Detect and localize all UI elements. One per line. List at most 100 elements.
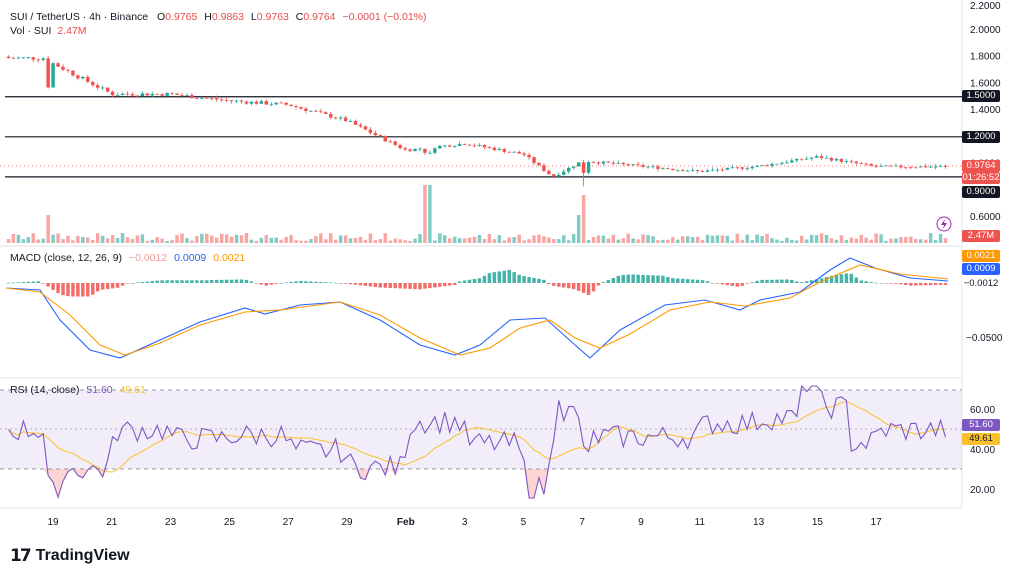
- macd-hist-bar: [879, 282, 883, 284]
- macd-hist-bar: [373, 283, 378, 287]
- volume-bar: [695, 236, 700, 243]
- volume-bar: [259, 237, 264, 243]
- macd-hist-bar: [814, 279, 819, 283]
- volume-bar: [566, 240, 571, 243]
- volume-bar: [661, 239, 665, 243]
- macd-hist-bar: [388, 283, 392, 288]
- rsi-tick-label: 40.00: [970, 445, 995, 456]
- macd-hist-bar: [21, 282, 26, 283]
- volume-bar: [254, 240, 259, 243]
- volume-bar: [76, 235, 80, 243]
- candle-body: [889, 165, 893, 167]
- macd-hist-bar: [809, 280, 814, 283]
- candle-body: [854, 161, 859, 164]
- macd-hist-bar: [433, 283, 437, 288]
- volume-bar: [224, 234, 229, 243]
- candle-body: [725, 167, 730, 170]
- volume-bar: [31, 233, 36, 243]
- candle-body: [824, 157, 829, 159]
- candle-body: [646, 166, 650, 168]
- candle-body: [314, 110, 318, 112]
- symbol-label[interactable]: SUI / TetherUS · 4h · Binance: [10, 11, 149, 23]
- candle-body: [685, 170, 690, 172]
- macd-hist-bar: [170, 280, 174, 283]
- time-tick-label: 3: [462, 517, 468, 528]
- tradingview-logo[interactable]: 17 TradingView: [10, 546, 130, 566]
- volume-bar: [61, 239, 65, 243]
- candle-body: [383, 136, 388, 142]
- macd-hist-bar: [234, 279, 239, 283]
- macd-hist-bar: [338, 283, 343, 284]
- volume-bar: [100, 235, 105, 243]
- volume-bar: [492, 239, 497, 243]
- candle-body: [735, 167, 740, 169]
- volume-bar: [829, 238, 834, 243]
- volume-bar: [447, 238, 452, 243]
- candle-body: [472, 145, 477, 147]
- macd-hist-bar: [418, 283, 422, 290]
- volume-bar: [145, 240, 150, 243]
- macd-hist-bar: [804, 281, 809, 283]
- candle-body: [879, 166, 883, 167]
- macd-label: MACD (close, 12, 26, 9): [10, 252, 123, 264]
- volume-bar: [438, 233, 442, 243]
- macd-hist-bar: [661, 275, 665, 283]
- volume-bar: [304, 240, 308, 243]
- volume-bar: [205, 233, 209, 243]
- volume-bar: [596, 235, 601, 243]
- macd-legend[interactable]: MACD (close, 12, 26, 9) −0.0012 0.0009 0…: [10, 252, 245, 265]
- volume-bar: [621, 238, 625, 243]
- candle-body: [150, 93, 154, 96]
- time-tick-label: 7: [579, 517, 585, 528]
- candle-body: [304, 108, 308, 111]
- volume-bar: [229, 236, 234, 243]
- macd-hist-bar: [522, 276, 526, 283]
- candle-body: [86, 76, 90, 82]
- volume-bar: [170, 240, 174, 243]
- macd-hist-bar: [695, 279, 700, 283]
- macd-hist-bar: [180, 280, 184, 283]
- rsi-legend[interactable]: RSI (14, close) 51.60 49.61: [10, 384, 146, 397]
- volume-bar: [730, 240, 735, 243]
- macd-hist-bar: [329, 282, 333, 284]
- volume-bar: [760, 236, 764, 243]
- macd-hist-bar: [304, 281, 308, 283]
- volume-bar: [735, 233, 740, 243]
- macd-hist-bar: [547, 283, 551, 285]
- volume-bar: [11, 233, 16, 243]
- macd-hist-bar: [348, 283, 353, 285]
- candle-body: [894, 165, 898, 167]
- volume-bar: [418, 234, 422, 243]
- volume-bar: [6, 239, 11, 243]
- candle-body: [477, 144, 482, 146]
- lightning-icon[interactable]: [936, 216, 952, 232]
- macd-hist-bar: [61, 283, 65, 296]
- macd-hist-bar: [214, 279, 219, 283]
- candle-body: [388, 141, 392, 143]
- macd-hist-bar: [621, 274, 625, 283]
- macd-hist-bar: [368, 283, 373, 287]
- volume-bar: [884, 240, 888, 243]
- macd-hist-bar: [740, 283, 744, 286]
- volume-bar: [324, 239, 328, 243]
- time-axis[interactable]: 19 21 23 25 27 29 Feb 3 5 7 9 11 13 15 17: [47, 517, 882, 528]
- volume-bar: [859, 234, 863, 243]
- candle-body: [264, 101, 269, 105]
- time-tick-label: 29: [341, 517, 353, 528]
- candle-body: [765, 165, 769, 166]
- price-tick-label: 1.8000: [970, 52, 1001, 63]
- candle-body: [918, 166, 923, 168]
- volume-bar: [641, 234, 645, 243]
- candle-body: [562, 171, 566, 175]
- candle-body: [368, 129, 373, 133]
- candle-body: [447, 145, 452, 147]
- candle-body: [512, 151, 516, 153]
- volume-bar: [909, 236, 913, 243]
- volume-legend[interactable]: Vol · SUI 2.47M: [10, 25, 87, 38]
- macd-hist-bar: [472, 279, 477, 283]
- volume-bar: [918, 239, 923, 243]
- price-legend[interactable]: SUI / TetherUS · 4h · Binance O0.9765 H0…: [10, 11, 427, 24]
- macd-hist-bar: [438, 283, 442, 287]
